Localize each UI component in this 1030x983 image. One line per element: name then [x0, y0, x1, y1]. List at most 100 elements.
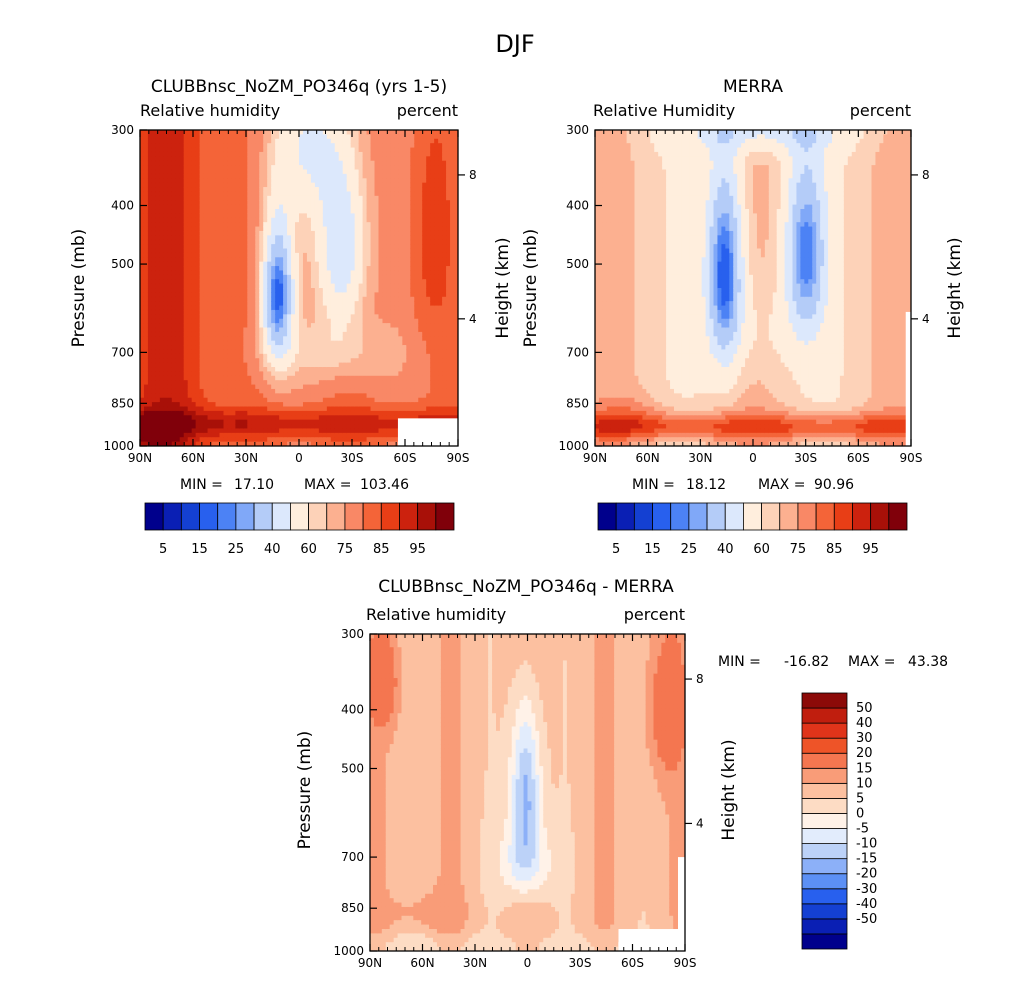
- contour-cell: [203, 406, 209, 412]
- contour-cell: [223, 204, 229, 210]
- contour-cell: [223, 261, 229, 267]
- contour-cell: [175, 428, 181, 434]
- contour-cell: [195, 222, 201, 228]
- contour-cell: [187, 305, 193, 311]
- contour-cell: [147, 437, 153, 443]
- contour-cell: [414, 134, 419, 140]
- contour-cell: [223, 138, 229, 144]
- contour-cell: [370, 204, 376, 210]
- contour-cell: [338, 213, 344, 219]
- contour-cell: [382, 345, 388, 351]
- contour-cell: [247, 244, 252, 250]
- contour-cell: [299, 195, 304, 201]
- contour-cell: [203, 318, 209, 324]
- contour-cell: [195, 353, 201, 359]
- contour-cell: [251, 138, 256, 144]
- contour-cell: [406, 191, 411, 197]
- contour-cell: [299, 301, 304, 307]
- contour-cell: [299, 353, 304, 359]
- contour-cell: [251, 371, 256, 377]
- contour-cell: [362, 358, 368, 364]
- contour-cell: [159, 380, 165, 386]
- contour-cell: [151, 156, 157, 162]
- contour-cell: [147, 410, 153, 416]
- contour-cell: [187, 345, 193, 351]
- contour-cell: [283, 309, 288, 315]
- contour-cell: [167, 345, 173, 351]
- contour-cell: [291, 380, 296, 386]
- contour-cell: [338, 432, 344, 438]
- contour-cell: [255, 244, 260, 250]
- contour-cell: [295, 397, 300, 403]
- contour-cell: [167, 156, 173, 162]
- contour-cell: [259, 309, 264, 315]
- contour-cell: [267, 191, 272, 197]
- contour-cell: [382, 213, 388, 219]
- contour-cell: [306, 261, 312, 267]
- contour-cell: [235, 406, 240, 412]
- contour-cell: [155, 424, 161, 430]
- contour-cell: [223, 182, 229, 188]
- contour-cell: [410, 143, 415, 149]
- contour-cell: [267, 309, 272, 315]
- contour-cell: [163, 147, 169, 153]
- contour-cell: [215, 314, 221, 320]
- contour-cell: [263, 393, 268, 399]
- contour-cell: [255, 349, 260, 355]
- contour-cell: [370, 257, 376, 263]
- contour-cell: [287, 309, 292, 315]
- contour-cell: [271, 345, 276, 351]
- contour-cell: [342, 173, 348, 179]
- contour-cell: [183, 283, 189, 289]
- contour-cell: [322, 406, 328, 412]
- contour-cell: [354, 441, 360, 446]
- contour-cell: [302, 204, 308, 210]
- contour-cell: [235, 296, 240, 302]
- contour-cell: [382, 274, 388, 280]
- contour-cell: [346, 230, 352, 236]
- contour-cell: [374, 182, 380, 188]
- contour-cell: [358, 182, 364, 188]
- contour-cell: [350, 252, 356, 258]
- contour-cell: [410, 331, 415, 337]
- contour-cell: [147, 327, 153, 333]
- contour-cell: [366, 239, 372, 245]
- contour-cell: [330, 349, 336, 355]
- contour-cell: [295, 388, 300, 394]
- contour-cell: [342, 318, 348, 324]
- contour-cell: [275, 393, 280, 399]
- contour-cell: [354, 226, 360, 232]
- contour-cell: [406, 410, 411, 416]
- contour-cell: [358, 336, 364, 342]
- contour-cell: [187, 230, 193, 236]
- contour-cell: [279, 288, 284, 293]
- contour-cell: [143, 424, 149, 430]
- contour-cell: [163, 156, 169, 162]
- contour-cell: [338, 314, 344, 320]
- contour-cell: [386, 143, 392, 149]
- contour-cell: [386, 380, 392, 386]
- contour-cell: [195, 266, 201, 272]
- figure-title: DJF: [495, 30, 534, 58]
- contour-cell: [231, 195, 237, 201]
- contour-cell: [382, 160, 388, 166]
- contour-cell: [143, 393, 149, 399]
- contour-cell: [183, 288, 189, 293]
- contour-cell: [283, 402, 288, 408]
- contour-cell: [406, 239, 411, 245]
- contour-cell: [350, 301, 356, 307]
- contour-cell: [183, 187, 189, 193]
- contour-cell: [394, 209, 399, 214]
- contour-cell: [199, 270, 205, 276]
- contour-cell: [183, 147, 189, 153]
- contour-cell: [338, 252, 344, 258]
- contour-cell: [155, 204, 161, 210]
- contour-cell: [338, 283, 344, 289]
- contour-cell: [247, 419, 252, 425]
- contour-cell: [271, 160, 276, 166]
- contour-cell: [199, 318, 205, 324]
- contour-cell: [243, 270, 248, 276]
- contour-cell: [195, 441, 201, 446]
- contour-cell: [402, 283, 407, 289]
- contour-cell: [159, 178, 165, 184]
